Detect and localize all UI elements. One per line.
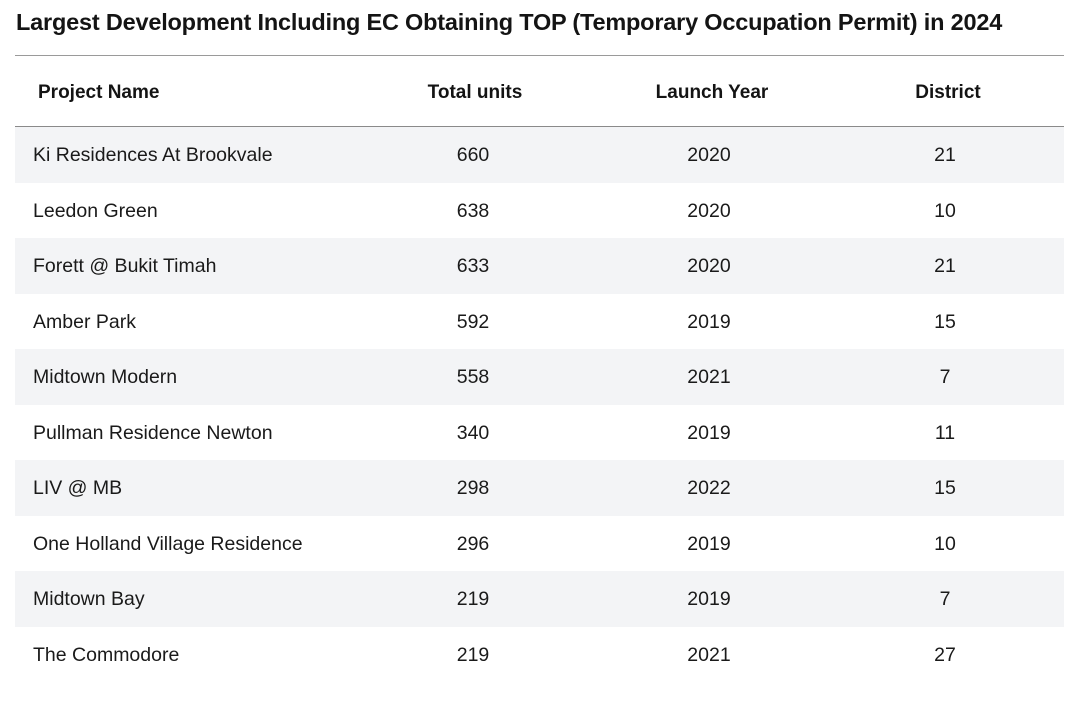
- table-cell-total-units: 558: [456, 366, 490, 388]
- table-cell-launch-year: 2022: [687, 477, 731, 499]
- table-cell-district: 27: [934, 643, 956, 666]
- table-cell-total-units: 219: [456, 643, 490, 666]
- table-cell-total-units: 219: [456, 588, 490, 610]
- table-row: Pullman Residence Newton 340 2019 11: [15, 405, 1064, 461]
- table-row: Forett @ Bukit Timah 633 2020 21: [15, 238, 1064, 294]
- table-row: Amber Park 592 2019 15: [15, 294, 1064, 350]
- table-cell-total-units: 592: [456, 310, 490, 333]
- table-cell-launch-year: 2021: [687, 366, 731, 388]
- table-cell-launch-year: 2020: [687, 255, 731, 277]
- table-header-row: Project Name Total units Launch Year Dis…: [15, 56, 1064, 127]
- table-cell-project-name: Leedon Green: [33, 199, 158, 222]
- table-cell-district: 15: [934, 477, 956, 499]
- table-cell-total-units: 296: [456, 532, 490, 555]
- data-table: Project Name Total units Launch Year Dis…: [15, 55, 1064, 682]
- table-cell-launch-year: 2020: [687, 199, 731, 222]
- table-cell-launch-year: 2020: [687, 144, 731, 166]
- table-cell-launch-year: 2019: [687, 532, 731, 555]
- table-cell-launch-year: 2019: [687, 588, 731, 610]
- table-cell-project-name: Pullman Residence Newton: [33, 421, 273, 444]
- table-cell-district: 21: [934, 255, 956, 277]
- table-cell-project-name: LIV @ MB: [33, 477, 123, 499]
- column-header-total-units: Total units: [427, 82, 523, 103]
- table-row: Midtown Modern 558 2021 7: [15, 349, 1064, 405]
- table-row: Ki Residences At Brookvale 660 2020 21: [15, 127, 1064, 183]
- table-cell-total-units: 633: [456, 255, 490, 277]
- table-cell-launch-year: 2021: [687, 643, 731, 666]
- table-cell-total-units: 298: [456, 477, 490, 499]
- column-header-launch-year: Launch Year: [655, 82, 769, 103]
- table-cell-project-name: One Holland Village Residence: [33, 532, 303, 555]
- table-row: Leedon Green 638 2020 10: [15, 183, 1064, 239]
- table-row: LIV @ MB 298 2022 15: [15, 460, 1064, 516]
- table-cell-project-name: Midtown Modern: [33, 366, 178, 388]
- table-cell-district: 10: [934, 199, 956, 222]
- table-cell-total-units: 340: [456, 421, 490, 444]
- table-cell-project-name: Amber Park: [33, 310, 136, 333]
- table-cell-district: 11: [934, 421, 956, 444]
- table-cell-project-name: Midtown Bay: [33, 588, 145, 610]
- column-header-project-name: Project Name: [38, 82, 160, 103]
- table-body: Ki Residences At Brookvale 660 2020 21 Leedo…: [15, 127, 1064, 682]
- table-cell-district: 21: [934, 144, 956, 166]
- table-row: One Holland Village Residence 296 2019 10: [15, 516, 1064, 572]
- table-cell-district: 15: [934, 310, 956, 333]
- table-row: Midtown Bay 219 2019 7: [15, 571, 1064, 627]
- table-title: Largest Development Including EC Obtaini…: [16, 9, 1003, 35]
- table-cell-total-units: 660: [456, 144, 490, 166]
- table-cell-district: 10: [934, 532, 956, 555]
- table-cell-project-name: Forett @ Bukit Timah: [33, 255, 217, 277]
- table-cell-launch-year: 2019: [687, 421, 731, 444]
- table-cell-district: 7: [939, 366, 951, 388]
- table-cell-project-name: Ki Residences At Brookvale: [33, 144, 273, 166]
- table-cell-district: 7: [939, 588, 951, 610]
- table-row: The Commodore 219 2021 27: [15, 627, 1064, 683]
- table-cell-project-name: The Commodore: [33, 643, 180, 666]
- table-cell-total-units: 638: [456, 199, 490, 222]
- table-cell-launch-year: 2019: [687, 310, 731, 333]
- column-header-district: District: [915, 82, 981, 103]
